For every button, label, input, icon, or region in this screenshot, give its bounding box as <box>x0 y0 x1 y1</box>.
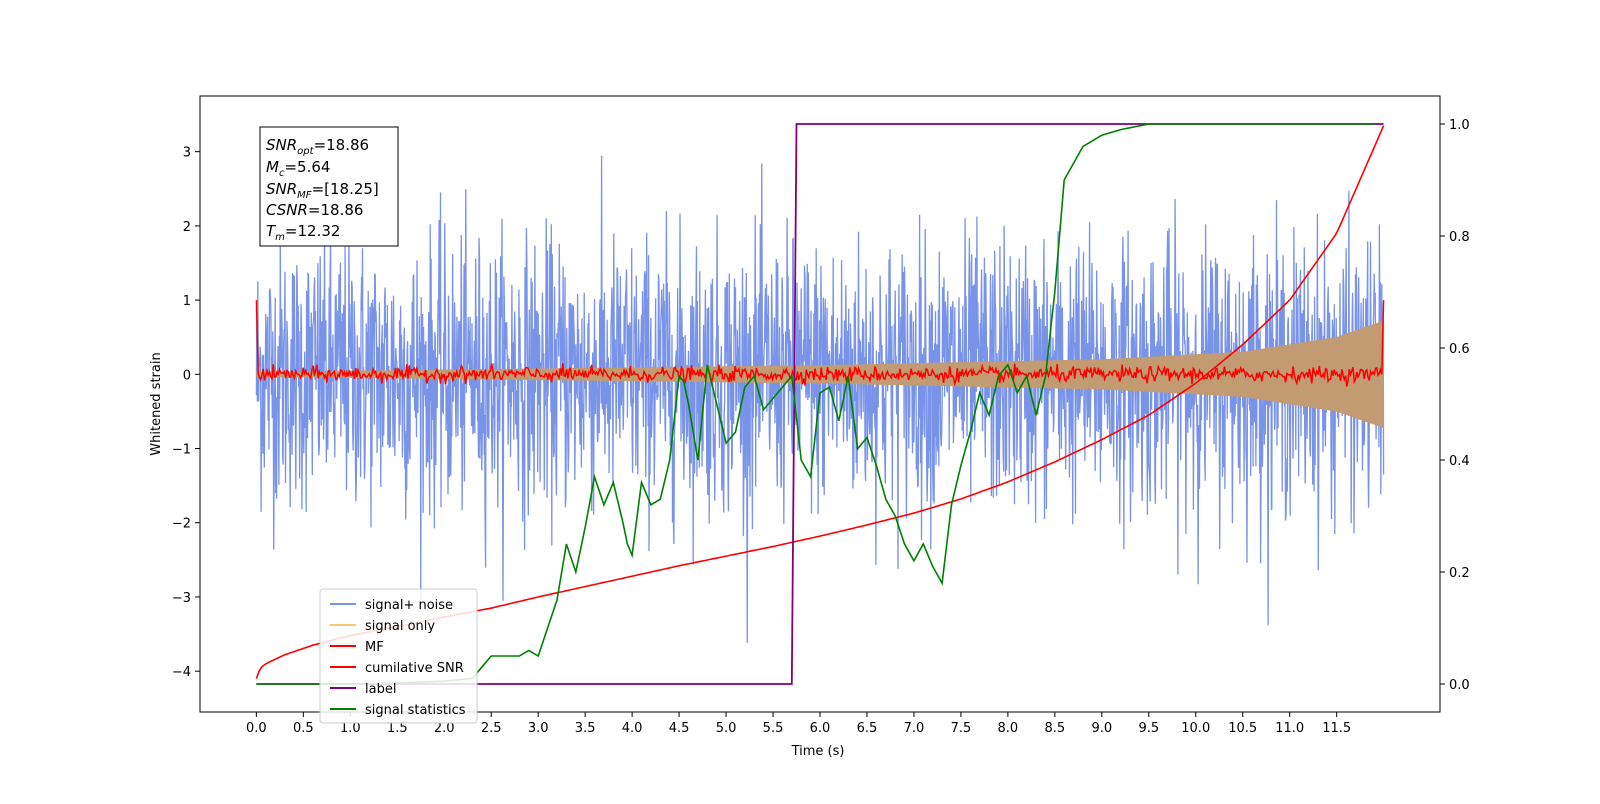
x-tick-label: 0.5 <box>293 721 314 736</box>
y-tick-label: −2 <box>172 517 191 532</box>
y-axis-left: 3 2 1 0 −1 −2 −3 −4 <box>172 146 200 680</box>
legend: signal+ noise signal only MF cumilative SNR… <box>319 588 478 724</box>
x-tick-label: 11.5 <box>1322 721 1351 736</box>
x-tick-label: 8.0 <box>998 721 1019 736</box>
tm-value: =12.32 <box>285 222 341 240</box>
legend-label: signal statistics <box>365 703 466 718</box>
x-tick-label: 0.0 <box>246 721 267 736</box>
csnr-value: =18.86 <box>308 201 364 219</box>
svg-text:SNRopt=18.86: SNRopt=18.86 <box>266 136 369 157</box>
y-axis-label: Whitened strain <box>149 352 164 455</box>
y-tick-label: −1 <box>172 443 191 458</box>
svg-text:Mc=5.64: Mc=5.64 <box>266 158 330 179</box>
x-tick-label: 7.5 <box>951 721 972 736</box>
y-right-tick-label: 1.0 <box>1449 118 1470 133</box>
x-tick-label: 10.5 <box>1228 721 1257 736</box>
legend-label: label <box>365 682 396 697</box>
x-tick-label: 10.0 <box>1181 721 1210 736</box>
y-tick-label: 0 <box>183 368 191 383</box>
x-tick-label: 2.0 <box>434 721 455 736</box>
x-tick-label: 5.5 <box>763 721 784 736</box>
y-tick-label: −4 <box>172 665 191 680</box>
x-tick-label: 1.5 <box>387 721 408 736</box>
x-axis: 0.0 0.5 1.0 1.5 2.0 2.5 3.0 3.5 4.0 4.5 5.0 5.5 6.0 6… <box>246 712 1351 736</box>
y-tick-label: 3 <box>183 146 191 161</box>
mc-value: =5.64 <box>284 158 330 176</box>
annotation-box: SNRopt=18.86 Mc=5.64 SNRMF=[18.25] CSNR=… <box>259 126 399 247</box>
y-tick-label: 2 <box>183 220 191 235</box>
x-tick-label: 4.0 <box>622 721 643 736</box>
series-signal-statistics <box>256 123 1375 685</box>
y-right-tick-label: 0.4 <box>1449 454 1470 469</box>
y-tick-label: −3 <box>172 591 191 606</box>
x-tick-label: 11.0 <box>1275 721 1304 736</box>
x-tick-label: 3.5 <box>575 721 596 736</box>
legend-label: MF <box>365 640 384 655</box>
svg-text:Tm=12.32: Tm=12.32 <box>266 222 340 243</box>
x-tick-label: 2.5 <box>481 721 502 736</box>
x-tick-label: 6.5 <box>857 721 878 736</box>
legend-label: cumilative SNR <box>365 661 464 676</box>
y-tick-label: 1 <box>183 294 191 309</box>
y-axis-right: 1.0 0.8 0.6 0.4 0.2 0.0 <box>1440 118 1470 693</box>
x-tick-label: 7.0 <box>904 721 925 736</box>
legend-label: signal+ noise <box>365 598 453 613</box>
y-right-tick-label: 0.6 <box>1449 342 1470 357</box>
svg-text:SNRMF=[18.25]: SNRMF=[18.25] <box>266 180 379 201</box>
x-tick-label: 1.0 <box>340 721 361 736</box>
svg-text:CSNR=18.86: CSNR=18.86 <box>266 201 363 219</box>
x-tick-label: 8.5 <box>1045 721 1066 736</box>
series-cumulative-snr <box>255 300 1385 387</box>
x-tick-label: 4.5 <box>669 721 690 736</box>
y-right-tick-label: 0.8 <box>1449 230 1470 245</box>
legend-label: signal only <box>365 619 435 634</box>
y-right-tick-label: 0.2 <box>1449 566 1470 581</box>
snr-mf-value: =[18.25] <box>312 180 379 198</box>
x-axis-label: Time (s) <box>791 744 845 759</box>
snr-opt-value: =18.86 <box>314 136 370 154</box>
x-tick-label: 6.0 <box>810 721 831 736</box>
x-tick-label: 3.0 <box>528 721 549 736</box>
y-right-tick-label: 0.0 <box>1449 678 1470 693</box>
x-tick-label: 9.5 <box>1138 721 1159 736</box>
x-tick-label: 9.0 <box>1091 721 1112 736</box>
x-tick-label: 5.0 <box>716 721 737 736</box>
